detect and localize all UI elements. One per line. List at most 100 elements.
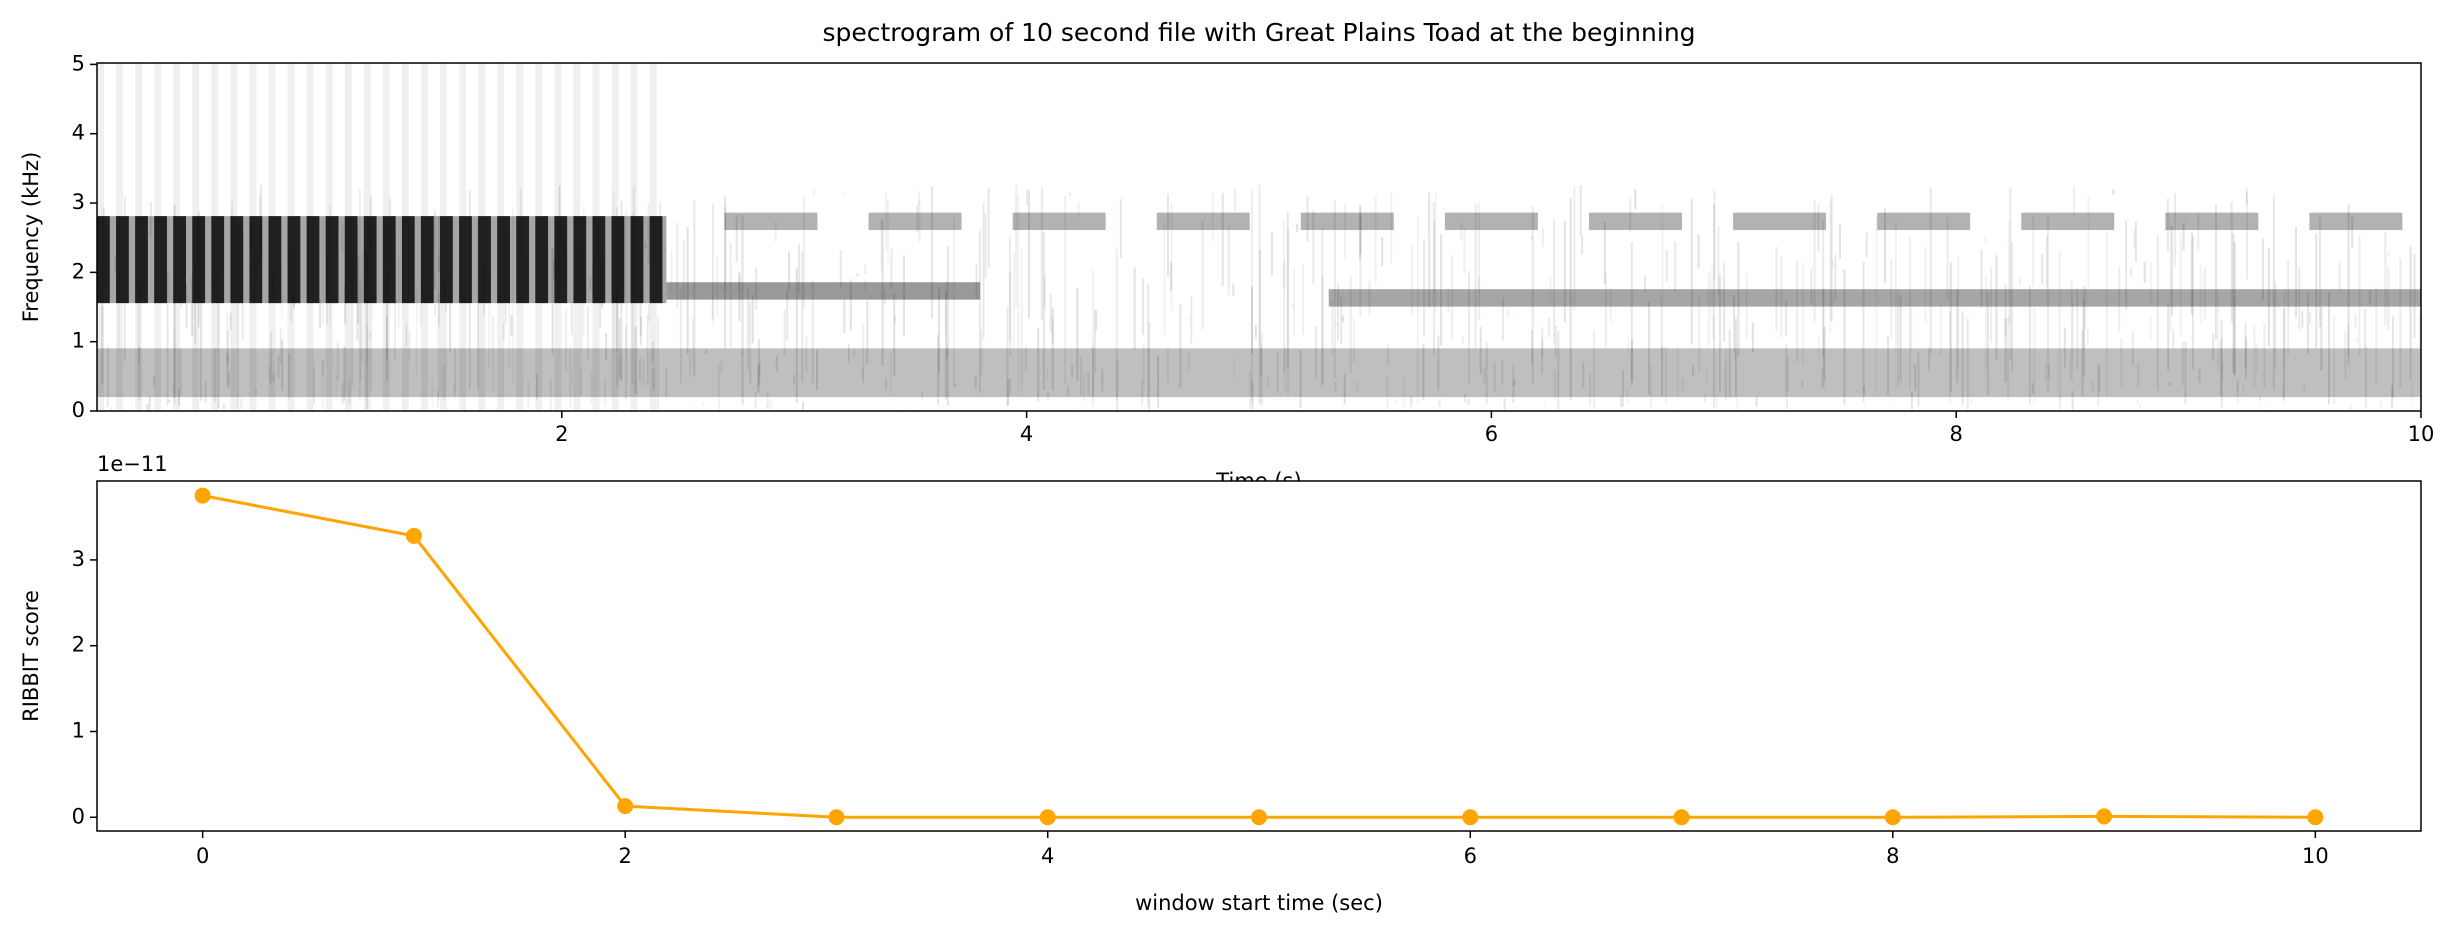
spectrogram-texture: [255, 389, 258, 394]
spectrogram-texture: [1503, 398, 1506, 411]
spectrogram-texture: [1232, 284, 1235, 296]
spectrogram-texture: [1796, 260, 1799, 363]
spectrogram-texture: [1549, 275, 1552, 304]
spectrogram-texture: [1276, 352, 1279, 393]
spectrogram-texture: [1681, 378, 1684, 391]
spectrogram-texture: [1422, 239, 1425, 337]
spectrogram-texture: [1147, 283, 1150, 407]
spectrogram-texture: [2232, 233, 2235, 373]
spectrogram-texture: [1817, 335, 1820, 361]
spectrogram-texture: [336, 342, 339, 381]
spectrogram-texture: [2033, 308, 2036, 403]
spectrogram-texture: [2387, 266, 2390, 331]
spectrogram-texture: [437, 292, 440, 327]
spectrogram-texture: [793, 374, 796, 384]
spectrogram-texture: [1049, 294, 1052, 332]
spectrogram-texture: [217, 271, 220, 409]
spectrogram-texture: [1810, 268, 1813, 305]
spectrogram-texture: [815, 349, 818, 390]
spectrogram-texture: [1028, 190, 1031, 319]
spectrogram-texture: [604, 379, 607, 407]
spectrogram-texture: [693, 199, 696, 377]
spectrogram-texture: [1091, 346, 1094, 398]
toad-pulse: [173, 216, 187, 304]
spectrogram-texture: [1584, 199, 1587, 201]
spectrogram-texture: [1333, 200, 1336, 379]
toad-pulse-faint: [154, 63, 162, 411]
spectrogram-texture: [1359, 214, 1362, 255]
spectrogram-texture: [148, 396, 151, 411]
spectrogram-texture: [1258, 184, 1261, 347]
spectrogram-texture: [449, 279, 452, 353]
spectrogram-texture: [1697, 234, 1700, 269]
spectrogram-texture: [847, 344, 850, 362]
spectrogram-texture: [1665, 347, 1668, 405]
spectrogram-texture: [2219, 338, 2222, 396]
spectrogram-texture: [1544, 404, 1547, 407]
spectrogram-texture: [1899, 295, 1902, 381]
spectrogram-texture: [335, 373, 338, 402]
spectrogram-texture: [1755, 396, 1758, 407]
spectrogram-texture: [889, 352, 892, 395]
spectrogram-texture: [2349, 404, 2352, 410]
spectrogram-texture: [944, 281, 947, 335]
toad-pulse-faint: [630, 63, 638, 411]
spectrogram-texture: [2391, 316, 2394, 399]
spectrogram-texture: [2130, 267, 2133, 277]
spectrogram-texture: [185, 284, 188, 328]
spectrogram-texture: [1260, 333, 1263, 406]
toad-pulse: [230, 216, 244, 304]
spectrogram-texture: [1142, 344, 1145, 385]
spectrogram-texture: [1929, 187, 1932, 354]
toad-pulse-faint: [420, 63, 428, 411]
spectrogram-texture: [2168, 382, 2171, 387]
spectrogram-texture: [114, 255, 117, 273]
spectrogram-texture: [812, 189, 815, 197]
spectrogram-texture: [1190, 295, 1193, 344]
spectrogram-texture: [1314, 326, 1317, 380]
spectrogram-texture: [1020, 249, 1023, 394]
score-point: [405, 527, 422, 544]
y-tick-label: 2: [72, 259, 85, 283]
spectrogram-texture: [214, 348, 217, 403]
spectrogram-texture: [226, 330, 229, 389]
spectrogram-texture: [570, 373, 573, 384]
spectrogram-texture: [2149, 315, 2152, 341]
spectrogram-texture: [2236, 379, 2239, 393]
spectrogram-texture: [2263, 324, 2266, 389]
spectrogram-texture: [1331, 300, 1334, 355]
spectrogram-texture: [370, 229, 373, 390]
low-band: [97, 348, 2421, 398]
spectrogram-texture: [2197, 211, 2200, 250]
spectrogram-texture: [344, 283, 347, 325]
toad-pulse: [611, 216, 625, 304]
spectrogram-texture: [1009, 272, 1012, 356]
spectrogram-texture: [2245, 188, 2248, 205]
spectrogram-texture: [729, 243, 732, 348]
spectrogram-texture: [2212, 333, 2215, 361]
spectrogram-texture: [1980, 249, 1983, 309]
spectrogram-texture: [2272, 195, 2275, 390]
spectrogram-texture: [2347, 323, 2350, 356]
spectrogram-texture: [1530, 235, 1533, 240]
spectrogram-texture: [1024, 346, 1027, 371]
spectrogram-texture: [849, 321, 852, 323]
spectrogram-texture: [1422, 343, 1425, 401]
upper-band: [1733, 212, 1827, 231]
spectrogram-texture: [2031, 383, 2034, 394]
spectrogram-texture: [1712, 316, 1715, 340]
spectrogram-texture: [1548, 317, 1551, 338]
spectrogram-texture: [2198, 368, 2201, 383]
spectrogram-texture: [1946, 216, 1949, 299]
y-tick-label: 2: [72, 633, 85, 657]
spectrogram-texture: [864, 263, 867, 275]
spectrogram-texture: [2076, 287, 2079, 370]
spectrogram-texture: [1801, 263, 1804, 365]
spectrogram-texture: [385, 316, 388, 359]
spectrogram-texture: [1956, 289, 1959, 383]
spectrogram-texture: [1479, 326, 1482, 375]
toad-pulse-faint: [611, 63, 619, 411]
spectrogram-texture: [1924, 247, 1927, 324]
spectrogram-texture: [288, 353, 291, 399]
spectrogram-texture: [2120, 337, 2123, 386]
